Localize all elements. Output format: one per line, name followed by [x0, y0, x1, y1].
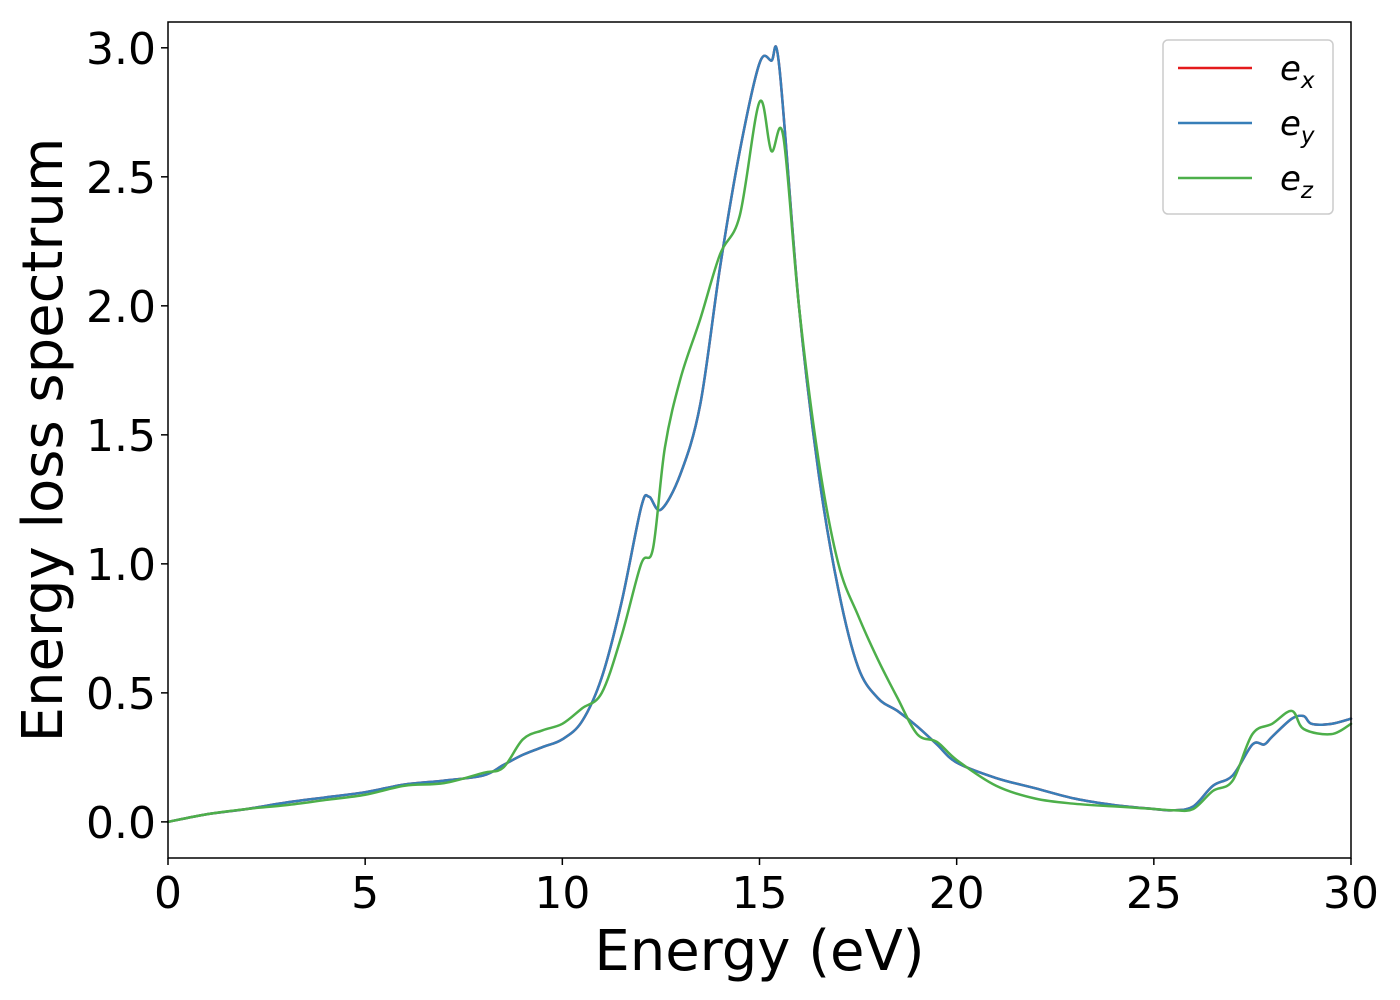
x-tick-label: 10	[534, 868, 590, 919]
x-tick-label: 20	[929, 868, 985, 919]
x-tick-label: 30	[1323, 868, 1379, 919]
y-axis: 0.0 0.5 1.0 1.5 2.0 2.5 3.0	[86, 24, 168, 849]
legend-label-e-z: ez	[1280, 159, 1314, 204]
x-tick-label: 5	[351, 868, 379, 919]
x-axis: 0 5 10 15 20 25 30	[154, 858, 1379, 919]
series-line-e-y	[166, 45, 1353, 824]
y-tick-label: 3.0	[86, 24, 156, 75]
x-tick-label: 15	[732, 868, 788, 919]
x-tick-label: 0	[154, 868, 182, 919]
series-line-e-z	[166, 99, 1353, 824]
y-tick-label: 2.5	[86, 153, 156, 204]
y-axis-title: Energy loss spectrum	[11, 138, 76, 743]
x-tick-label: 25	[1126, 868, 1182, 919]
legend: ex ey ez	[1162, 39, 1334, 215]
y-tick-label: 0.5	[86, 669, 156, 720]
y-tick-label: 1.0	[86, 540, 156, 591]
y-tick-label: 2.0	[86, 282, 156, 333]
legend-box	[1162, 39, 1334, 215]
y-tick-label: 0.0	[86, 798, 156, 849]
legend-label-e-y: ey	[1280, 104, 1315, 149]
y-tick-label: 1.5	[86, 411, 156, 462]
x-axis-title: Energy (eV)	[594, 919, 924, 984]
series-layer	[166, 45, 1353, 824]
legend-label-e-x: ex	[1280, 49, 1315, 94]
